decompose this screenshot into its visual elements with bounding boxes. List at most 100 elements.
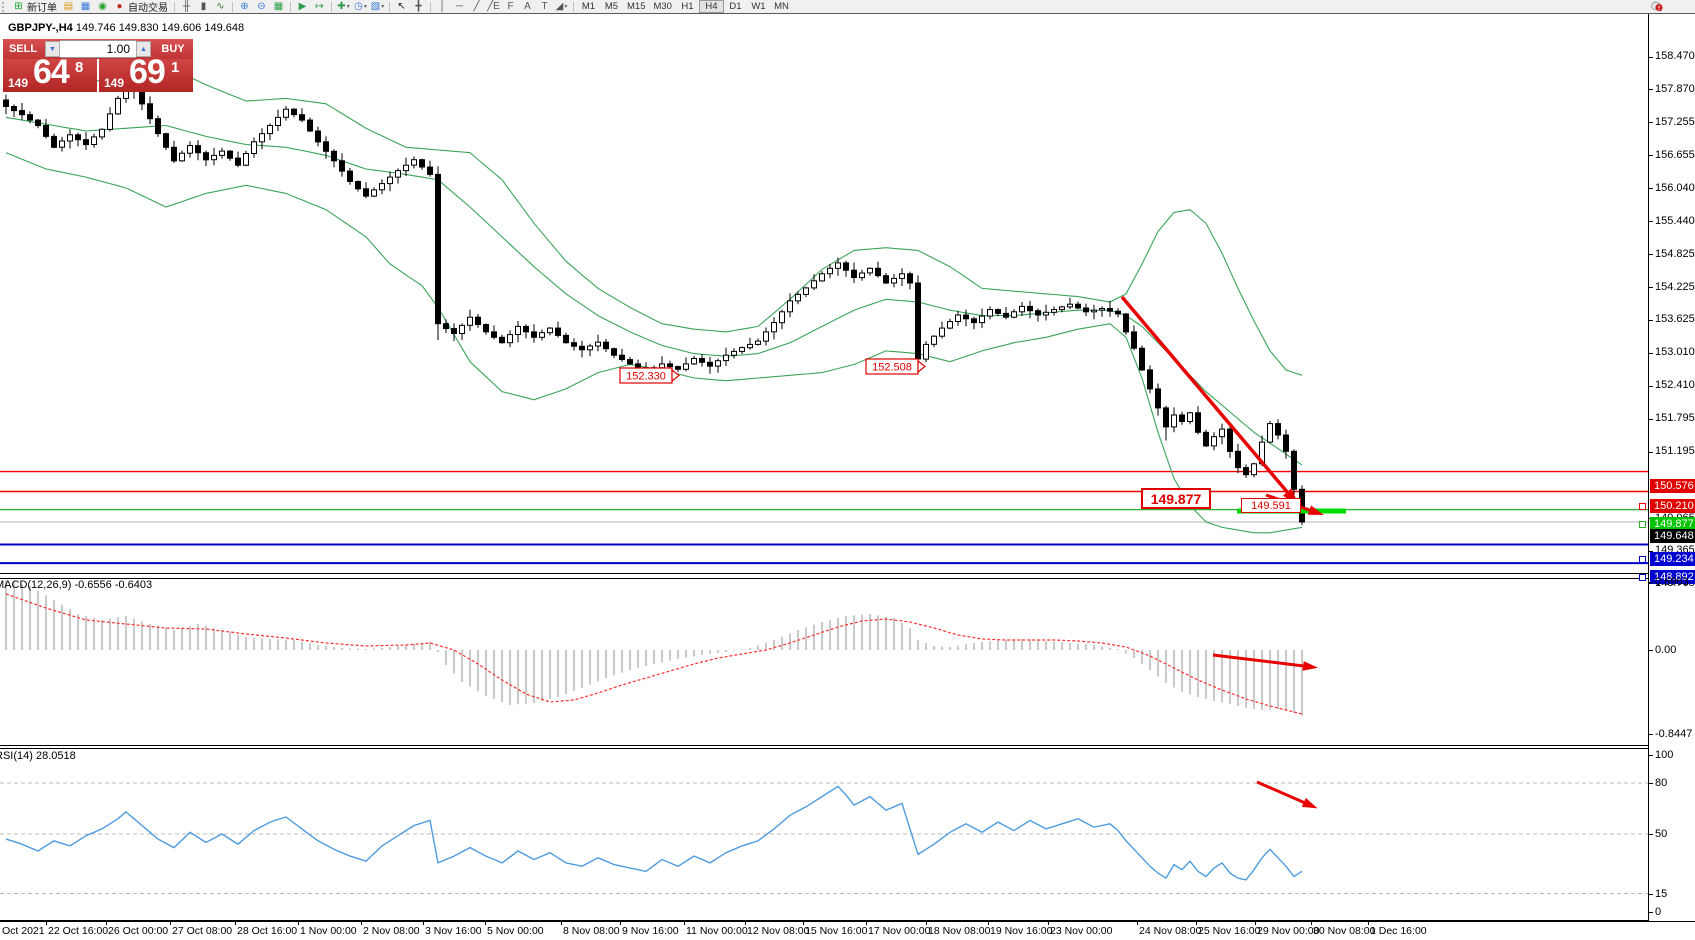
add-indicator-icon[interactable]: ✚ ▾ xyxy=(337,0,350,12)
time-tick xyxy=(361,922,362,925)
pane-separator[interactable] xyxy=(0,573,1695,579)
trendline-icon[interactable]: ╱ xyxy=(473,0,480,12)
sell-price-pips: 64 xyxy=(33,59,70,91)
sell-price-display[interactable]: 149 64 8 xyxy=(3,59,97,92)
line-handle[interactable] xyxy=(1639,502,1646,510)
signals-icon[interactable]: ◉ xyxy=(98,0,107,12)
time-tick-label: 12 Nov 08:00 xyxy=(747,925,810,937)
vertical-line-icon[interactable]: │ xyxy=(439,0,446,12)
price-tick xyxy=(1649,254,1653,256)
text-icon[interactable]: A xyxy=(524,0,531,12)
toolbar-separator xyxy=(389,1,390,12)
line-handle[interactable] xyxy=(1639,520,1646,528)
rsi-tick-label: 80 xyxy=(1655,777,1668,789)
price-tick xyxy=(1649,550,1653,552)
macd-tick xyxy=(1649,734,1653,736)
line-handle[interactable] xyxy=(1639,574,1646,582)
time-tick xyxy=(1311,922,1312,925)
rsi-tick-label: 50 xyxy=(1655,828,1668,840)
time-tick xyxy=(866,922,867,925)
time-tick-label: 17 Nov 00:00 xyxy=(868,925,931,937)
price-tick xyxy=(1649,155,1653,157)
timeframe-button-m1[interactable]: M1 xyxy=(581,0,596,12)
time-tick-label: 29 Nov 00:00 xyxy=(1257,925,1320,937)
time-tick xyxy=(46,922,47,925)
arrows-icon[interactable]: ◢ ▾ xyxy=(555,0,568,12)
time-tick xyxy=(988,922,989,925)
dropdown-arrow-icon[interactable]: ▾ xyxy=(363,3,367,10)
periods-clock-icon[interactable]: ◷ ▾ xyxy=(354,0,367,12)
price-axis[interactable]: 158.470 157.870 157.255 156.655 156.040 155.4… xyxy=(1639,14,1695,921)
timeframe-button-h1[interactable]: H1 xyxy=(681,0,694,12)
rsi-indicator-label: RSI(14) 28.0518 xyxy=(0,750,76,762)
chart-title: GBPJPY-,H4 149.746 149.830 149.606 149.6… xyxy=(8,22,244,34)
channel-icon[interactable]: ╱E xyxy=(487,0,500,12)
price-line-label: 149.877 xyxy=(1650,516,1695,531)
zoom-out-icon[interactable]: ⊖ xyxy=(257,0,266,12)
volume-increase-button[interactable]: ▲ xyxy=(136,41,151,57)
notification-icon[interactable] xyxy=(1651,1,1691,13)
quotes-book-icon[interactable]: ▤ xyxy=(63,0,74,12)
price-tick xyxy=(1649,352,1653,354)
toolbar-grip[interactable] xyxy=(2,1,8,12)
text-label-icon[interactable]: T xyxy=(541,0,548,12)
zoom-in-icon[interactable]: ⊕ xyxy=(240,0,249,12)
macd-tick-label: -0.8447 xyxy=(1655,728,1693,741)
tile-windows-icon[interactable]: ▦ xyxy=(273,0,284,12)
chart-shift-icon[interactable]: ↦ xyxy=(315,0,324,12)
candlestick-type-icon[interactable]: ▮ xyxy=(200,0,207,12)
toolbar-separator xyxy=(174,1,175,12)
sell-price-point: 8 xyxy=(75,59,84,76)
timeframe-button-m5[interactable]: M5 xyxy=(604,0,619,12)
timeframe-button-m30[interactable]: M30 xyxy=(653,0,672,12)
cursor-icon[interactable]: ↖ xyxy=(397,0,406,12)
time-tick xyxy=(1368,922,1369,925)
line-chart-type-icon[interactable]: ∿ xyxy=(216,0,225,12)
buy-button[interactable]: BUY xyxy=(153,39,193,59)
templates-icon[interactable]: ▧ ▾ xyxy=(370,0,385,12)
timeframe-button-mn[interactable]: MN xyxy=(774,0,789,12)
price-line-label: 150.576 xyxy=(1650,478,1695,493)
price-annotation-box[interactable]: 149.591 xyxy=(1241,498,1301,513)
main-chart-canvas[interactable]: 152.330 152.508 xyxy=(0,14,1648,573)
price-tick xyxy=(1649,89,1653,91)
bar-chart-type-icon[interactable]: ╫ xyxy=(182,0,191,12)
horizontal-line-icon[interactable]: ─ xyxy=(455,0,464,12)
dropdown-arrow-icon[interactable]: ▾ xyxy=(346,3,350,10)
pane-separator[interactable] xyxy=(0,745,1695,749)
timeframe-button-h4[interactable]: H4 xyxy=(698,0,724,13)
sell-button[interactable]: SELL xyxy=(3,39,43,59)
timeframe-button-m15[interactable]: M15 xyxy=(627,0,646,12)
price-tick xyxy=(1649,188,1653,190)
rsi-tick-label: 100 xyxy=(1655,749,1674,761)
line-handle[interactable] xyxy=(1639,555,1646,563)
timeframe-button-w1[interactable]: W1 xyxy=(751,0,766,12)
time-tick-label: 19 Nov 16:00 xyxy=(990,925,1053,937)
fibonacci-icon[interactable]: F xyxy=(507,0,514,12)
autotrading-icon[interactable]: ● xyxy=(116,0,123,12)
time-tick xyxy=(485,922,486,925)
rsi-tick xyxy=(1649,893,1653,895)
auto-scroll-icon[interactable]: ▶ xyxy=(298,0,307,12)
chart-window-icon[interactable]: ▦ xyxy=(80,0,91,12)
macd-indicator-label: MACD(12,26,9) -0.6556 -0.6403 xyxy=(0,579,153,591)
price-annotation-box[interactable]: 149.877 xyxy=(1141,488,1211,509)
dropdown-arrow-icon[interactable]: ▾ xyxy=(381,3,385,10)
buy-price-display[interactable]: 149 69 1 xyxy=(99,59,193,92)
macd-pane-canvas[interactable] xyxy=(0,576,1648,746)
rsi-pane-canvas[interactable] xyxy=(0,748,1648,920)
timeframe-button-d1[interactable]: D1 xyxy=(729,0,742,12)
new-order-icon[interactable]: ⊞ xyxy=(14,0,23,12)
time-tick xyxy=(298,922,299,925)
time-tick-label: 9 Nov 16:00 xyxy=(622,925,679,937)
crosshair-icon[interactable]: ╋ xyxy=(415,0,422,12)
toolbar-right xyxy=(1651,0,1691,13)
time-tick xyxy=(170,922,171,925)
volume-decrease-button[interactable]: ▼ xyxy=(45,41,60,57)
time-axis[interactable]: Oct 2021 22 Oct 16:00 26 Oct 00:00 27 Oct 0… xyxy=(0,921,1695,940)
volume-input[interactable]: 1.00 xyxy=(60,40,136,58)
dropdown-arrow-icon[interactable]: ▾ xyxy=(564,3,568,10)
time-tick-label: 15 Nov 16:00 xyxy=(805,925,868,937)
one-click-trade-panel: SELL ▼ 1.00 ▲ BUY 149 64 8 149 69 1 xyxy=(3,39,193,92)
rsi-tick-label: 15 xyxy=(1655,887,1668,900)
